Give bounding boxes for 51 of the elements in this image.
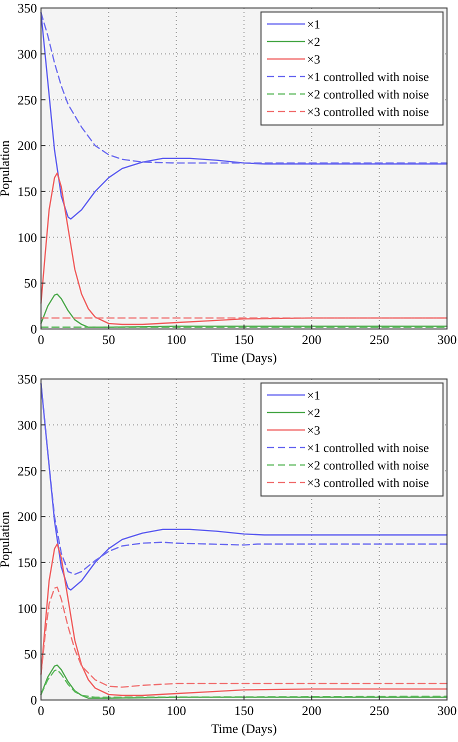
legend-label: ×3 controlled with noise: [307, 104, 430, 119]
y-tick-label: 200: [18, 138, 37, 154]
line-series: [40, 12, 448, 164]
legend-label: ×3 controlled with noise: [307, 476, 430, 490]
line-series: [40, 294, 448, 328]
y-tick-label: 150: [18, 184, 37, 199]
x-tick-label: 50: [102, 703, 116, 718]
line-series: [40, 669, 448, 698]
legend-label: ×1 controlled with noise: [307, 440, 430, 455]
line-series: [40, 664, 448, 699]
x-axis-title: Time (Days): [211, 721, 277, 736]
y-tick-label: 50: [24, 646, 37, 662]
x-tick-label: 50: [102, 332, 116, 347]
line-series: [40, 172, 448, 326]
legend-label: ×2 controlled with noise: [307, 87, 430, 102]
legend-label: ×1 controlled with noise: [307, 70, 430, 84]
legend-label: ×3: [307, 52, 320, 66]
y-tick-label: 350: [18, 0, 37, 16]
line-series: [40, 586, 448, 688]
x-tick-label: 100: [166, 703, 186, 718]
y-tick-label: 150: [18, 554, 37, 570]
legend-label: ×2: [307, 34, 320, 49]
legend-label: ×2 controlled with noise: [307, 458, 430, 472]
x-tick-label: 300: [437, 332, 457, 347]
x-tick-label: 200: [302, 332, 322, 347]
y-tick-label: 50: [24, 276, 37, 291]
legend-label: ×1: [307, 388, 320, 402]
y-tick-label: 100: [18, 230, 37, 245]
y-axis-title: Population: [0, 140, 12, 197]
x-axis-title: Time (Days): [211, 350, 277, 365]
legend-label: ×3: [307, 423, 320, 438]
y-tick-label: 200: [18, 509, 37, 524]
x-tick-label: 250: [370, 332, 390, 347]
y-tick-label: 250: [18, 463, 37, 478]
y-tick-label: 350: [18, 372, 37, 387]
x-tick-label: 100: [166, 332, 186, 347]
x-tick-label: 150: [234, 332, 254, 347]
y-tick-label: 300: [18, 417, 37, 432]
y-tick-label: 250: [18, 92, 37, 108]
y-tick-label: 100: [18, 600, 37, 616]
y-tick-label: 0: [30, 692, 37, 708]
y-axis-title: Population: [0, 510, 12, 568]
legend-label: ×2: [307, 406, 320, 420]
line-series: [40, 543, 448, 696]
x-tick-label: 150: [234, 703, 254, 718]
y-tick-label: 0: [30, 322, 37, 337]
y-tick-label: 300: [18, 46, 37, 62]
x-tick-label: 300: [437, 703, 457, 718]
legend-label: ×1: [307, 17, 320, 32]
x-tick-label: 250: [370, 703, 390, 718]
x-tick-label: 200: [302, 703, 322, 718]
